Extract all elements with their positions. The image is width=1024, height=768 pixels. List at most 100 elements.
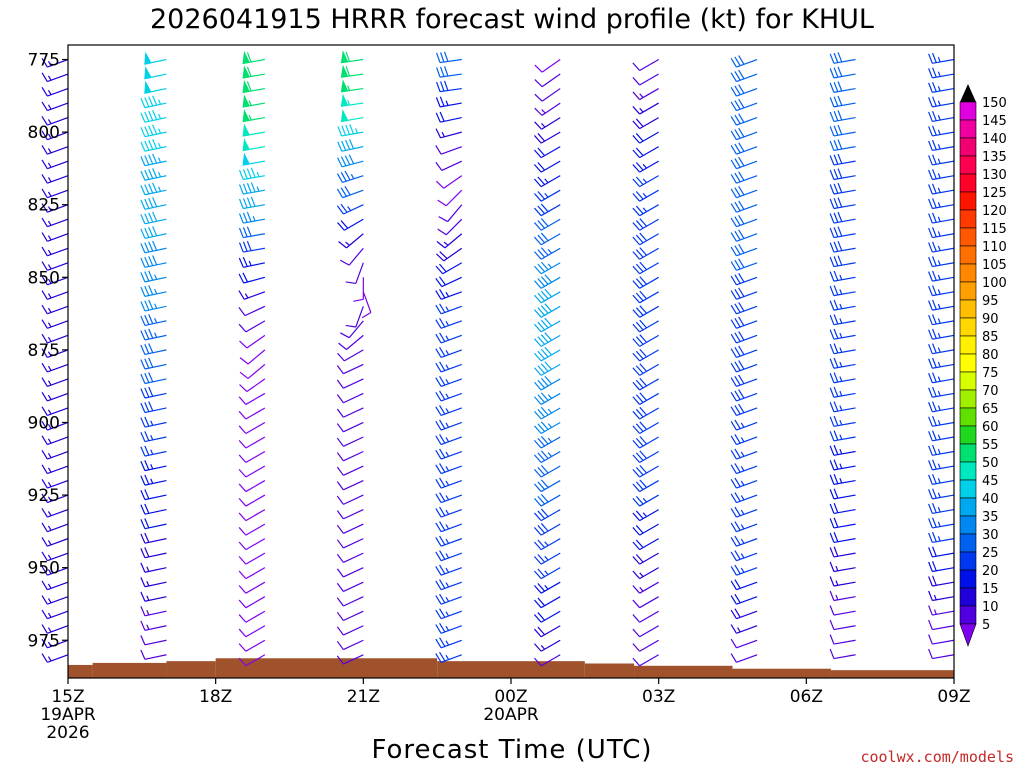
barb-05Z-830 — [730, 214, 758, 228]
barb-03Z-885 — [632, 377, 659, 391]
barb-17Z-825 — [140, 197, 167, 210]
barb-23Z-960-feather-0 — [435, 595, 442, 605]
barb-09Z-975-feather-0 — [928, 634, 933, 645]
barb-01Z-825-feather-1 — [537, 205, 546, 215]
barb-19Z-885 — [239, 378, 266, 393]
barb-05Z-920-shaft — [736, 479, 758, 489]
barb-09Z-910-feather-1 — [932, 444, 937, 455]
barb-01Z-875 — [533, 346, 561, 362]
barb-19Z-955 — [238, 581, 266, 594]
barb-07Z-960-feather-0 — [829, 590, 835, 601]
barb-03Z-860-feather-0 — [632, 309, 641, 318]
barb-19Z-910-feather-0 — [238, 454, 247, 463]
barb-03Z-900-feather-1 — [635, 423, 644, 432]
barb-17Z-865-feather-0 — [140, 315, 146, 326]
barb-07Z-970-shaft — [833, 625, 856, 631]
barb-23Z-880-halffeather-2 — [445, 364, 450, 370]
barb-17Z-905 — [140, 431, 167, 443]
barb-09Z-925-halffeather-2 — [937, 492, 941, 498]
barb-05Z-920-halffeather-2 — [740, 480, 745, 486]
barb-01Z-925-feather-0 — [533, 498, 542, 507]
barb-05Z-795 — [730, 113, 758, 126]
barb-21Z-825-shaft — [343, 204, 364, 215]
barb-21Z-970-feather-0 — [336, 626, 344, 636]
barb-15Z-840 — [41, 246, 69, 257]
barb-07Z-930-feather-1 — [833, 502, 839, 513]
barb-19Z-880-shaft — [247, 363, 266, 380]
barb-03Z-835-feather-1 — [635, 234, 644, 244]
terrain-block-2 — [166, 661, 216, 678]
colorbar-bin-65 — [959, 407, 977, 427]
barb-05Z-805 — [730, 142, 758, 155]
barb-21Z-955 — [336, 581, 364, 593]
barb-19Z-895 — [238, 407, 266, 420]
barb-05Z-955-feather-1 — [734, 579, 741, 589]
barb-19Z-895-shaft — [245, 407, 266, 420]
barb-21Z-875 — [337, 349, 364, 362]
barb-15Z-890-halffeather-1 — [47, 394, 52, 400]
barb-01Z-890 — [533, 392, 561, 405]
barb-01Z-785-feather-0 — [534, 93, 543, 102]
x-tick-label-09Z: 09Z — [937, 687, 970, 707]
barb-15Z-845 — [41, 261, 69, 271]
barb-15Z-910-feather-0 — [41, 450, 48, 460]
barb-15Z-935 — [41, 522, 69, 533]
barb-05Z-950-feather-0 — [730, 566, 737, 576]
barb-21Z-900 — [336, 421, 364, 433]
barb-01Z-855 — [533, 288, 561, 304]
barb-05Z-800-feather-2 — [738, 127, 745, 138]
barb-19Z-965-shaft — [245, 610, 266, 623]
barb-03Z-780-shaft — [639, 73, 659, 86]
barb-07Z-900-feather-0 — [829, 416, 835, 427]
barb-19Z-970 — [238, 625, 266, 638]
barb-03Z-965 — [632, 610, 659, 623]
barb-03Z-820-shaft — [639, 189, 659, 202]
barb-09Z-860-halffeather-2 — [937, 303, 941, 309]
barb-17Z-865-halffeather-3 — [154, 318, 158, 324]
barb-09Z-915 — [928, 459, 955, 471]
barb-15Z-965 — [41, 609, 69, 620]
barb-03Z-920-feather-0 — [632, 483, 641, 492]
barb-19Z-790-pennant-0 — [242, 94, 251, 108]
barb-01Z-950-shaft — [540, 567, 561, 580]
barb-17Z-880-feather-1 — [144, 358, 150, 369]
y-tick-label-775: 775 — [28, 51, 60, 71]
barb-09Z-940-feather-0 — [928, 532, 933, 543]
barb-17Z-810-feather-2 — [148, 154, 154, 165]
barb-19Z-880-feather-0 — [239, 371, 249, 380]
barb-23Z-955 — [435, 579, 462, 591]
barb-07Z-950 — [829, 561, 856, 573]
barb-17Z-950 — [140, 562, 167, 573]
barb-15Z-855 — [41, 290, 69, 300]
barb-17Z-970-feather-0 — [140, 620, 146, 631]
barb-03Z-795 — [632, 117, 659, 130]
barb-05Z-870 — [730, 331, 758, 344]
barb-15Z-800-halffeather-1 — [47, 133, 52, 139]
barb-05Z-945-shaft — [736, 552, 758, 562]
barb-07Z-880-feather-1 — [833, 357, 839, 368]
barb-17Z-955 — [140, 577, 167, 588]
terrain-layer — [68, 658, 954, 678]
barb-17Z-790 — [140, 95, 167, 109]
barb-07Z-785-feather-2 — [837, 81, 843, 92]
barb-07Z-880 — [829, 357, 856, 369]
barb-03Z-970-shaft — [639, 625, 659, 638]
barb-03Z-840-feather-0 — [632, 251, 641, 260]
barb-19Z-860 — [238, 305, 266, 317]
y-tick-label-850: 850 — [28, 268, 60, 288]
barb-03Z-930-feather-0 — [632, 512, 641, 521]
barb-01Z-840-feather-2 — [540, 247, 549, 256]
barb-19Z-800 — [242, 123, 265, 137]
barb-01Z-820 — [533, 189, 561, 202]
barb-19Z-855-feather-0 — [238, 290, 245, 300]
barb-05Z-810-feather-2 — [738, 156, 745, 167]
barb-19Z-920 — [238, 480, 266, 493]
barb-07Z-810 — [829, 153, 856, 166]
barb-09Z-955 — [928, 575, 955, 587]
barb-23Z-820 — [437, 189, 463, 207]
barb-05Z-790-feather-0 — [730, 101, 737, 111]
barb-01Z-905-halffeather-3 — [547, 437, 553, 443]
barb-21Z-895-feather-0 — [336, 408, 344, 418]
barb-19Z-925 — [238, 494, 266, 507]
